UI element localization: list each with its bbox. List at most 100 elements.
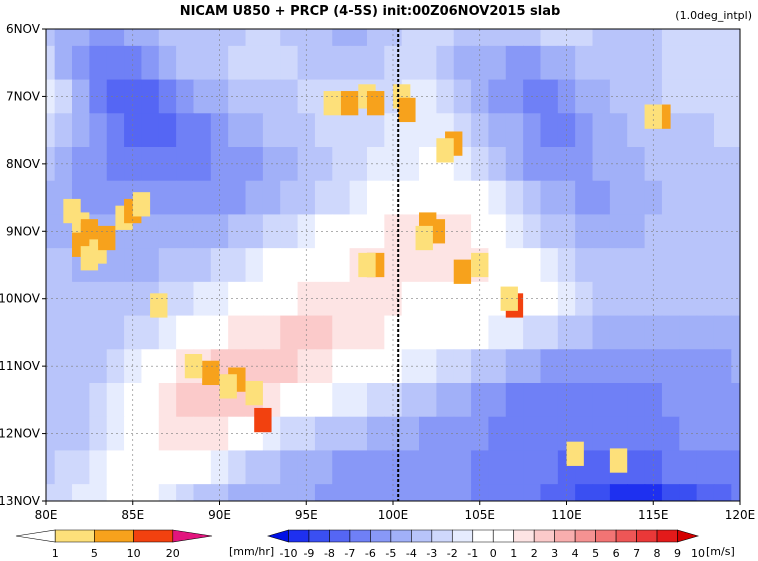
heat-cell [384,315,403,350]
heat-cell [349,180,368,216]
heat-cell [696,248,715,283]
heat-cell [575,180,594,216]
precip-colorbar-swatch [54,529,95,543]
heat-cell [46,416,56,452]
heat-cell [627,29,646,47]
heat-cell [644,29,663,47]
heat-cell [158,450,177,485]
heat-cell [332,248,351,283]
heat-cell [158,29,177,47]
heat-cell [540,349,559,384]
heat-cell [540,248,559,283]
wind-colorbar-swatch [288,529,310,543]
heat-cell [314,315,333,350]
heat-cell [124,416,143,452]
heat-cell [176,416,195,452]
heat-cell [436,281,455,317]
heat-cell [262,29,281,47]
wind-colorbar-swatch [451,529,474,543]
heat-cell [46,214,56,249]
heat-cell [453,450,472,485]
x-tick-label: 90E [208,508,231,522]
precip-cells [63,84,671,473]
heat-cell [679,214,698,249]
heat-cell [210,416,229,452]
heat-cell [54,450,73,485]
heat-cell [661,484,680,501]
heat-cell [384,383,403,418]
heat-cell [245,147,264,182]
heat-cell [679,450,698,485]
wind-colorbar-label: 4 [572,547,579,560]
heat-cell [193,484,212,501]
heat-cell [471,315,490,350]
heat-cell [72,45,90,81]
wind-colorbar-label: -10 [279,547,297,560]
heat-cell [731,450,740,485]
heat-cell [488,180,507,216]
heat-cell [141,416,160,452]
heat-cell [401,248,420,283]
heat-cell [193,45,212,81]
heat-cell [471,214,490,249]
heat-cell [158,315,177,350]
heat-cell [54,29,73,47]
heat-cell [575,315,594,350]
heat-cell [89,349,108,384]
heat-cell [89,450,108,485]
heat-cell [471,180,490,216]
heat-cell [401,484,420,501]
heat-cell [471,416,490,452]
wind-colorbar-swatch [636,529,658,543]
heat-cell [540,113,559,148]
heat-cell [106,113,125,148]
heat-cell [280,383,299,418]
wind-colorbar-swatch [554,529,576,543]
heat-cell [609,416,628,452]
heat-cell [141,484,160,501]
precip-cell [358,252,376,278]
heat-cell [436,248,455,283]
heat-cell [228,248,247,283]
heat-cell [280,29,299,47]
wind-colorbar-label: 3 [551,547,558,560]
heat-cell [731,416,740,452]
heat-cell [228,484,247,501]
heat-cell [713,248,732,283]
wind-colorbar-label: -1 [467,547,478,560]
heat-cell [505,315,524,350]
heat-cell [366,180,385,216]
heat-cell [158,180,177,216]
heat-cell [523,29,542,47]
heat-cell [679,383,698,418]
wind-colorbar-label: -7 [344,547,355,560]
heat-cell [523,113,542,148]
heat-cell [280,281,299,317]
heat-cell [54,147,73,182]
heat-cell [46,29,56,47]
heat-cell [679,416,698,452]
heat-cell [124,484,143,501]
heat-cell [505,383,524,418]
heat-cell [696,147,715,182]
heat-cell [46,79,56,114]
heat-cell [106,281,125,317]
heat-cell [436,349,455,384]
precip-colorbar-swatch [172,529,213,543]
heat-cell [332,29,351,47]
heat-cell [453,484,472,501]
heat-cell [540,214,559,249]
heat-cell [54,281,73,317]
heat-cell [419,383,437,418]
heat-cell [540,45,559,81]
precip-cell [415,225,433,251]
heat-cell [523,248,542,283]
heat-cell [575,29,594,47]
heat-cell [453,45,472,81]
heat-cell [471,79,490,114]
heat-cell [72,383,90,418]
precip-cell [366,91,385,116]
heat-cell [453,383,472,418]
heat-cell [54,416,73,452]
